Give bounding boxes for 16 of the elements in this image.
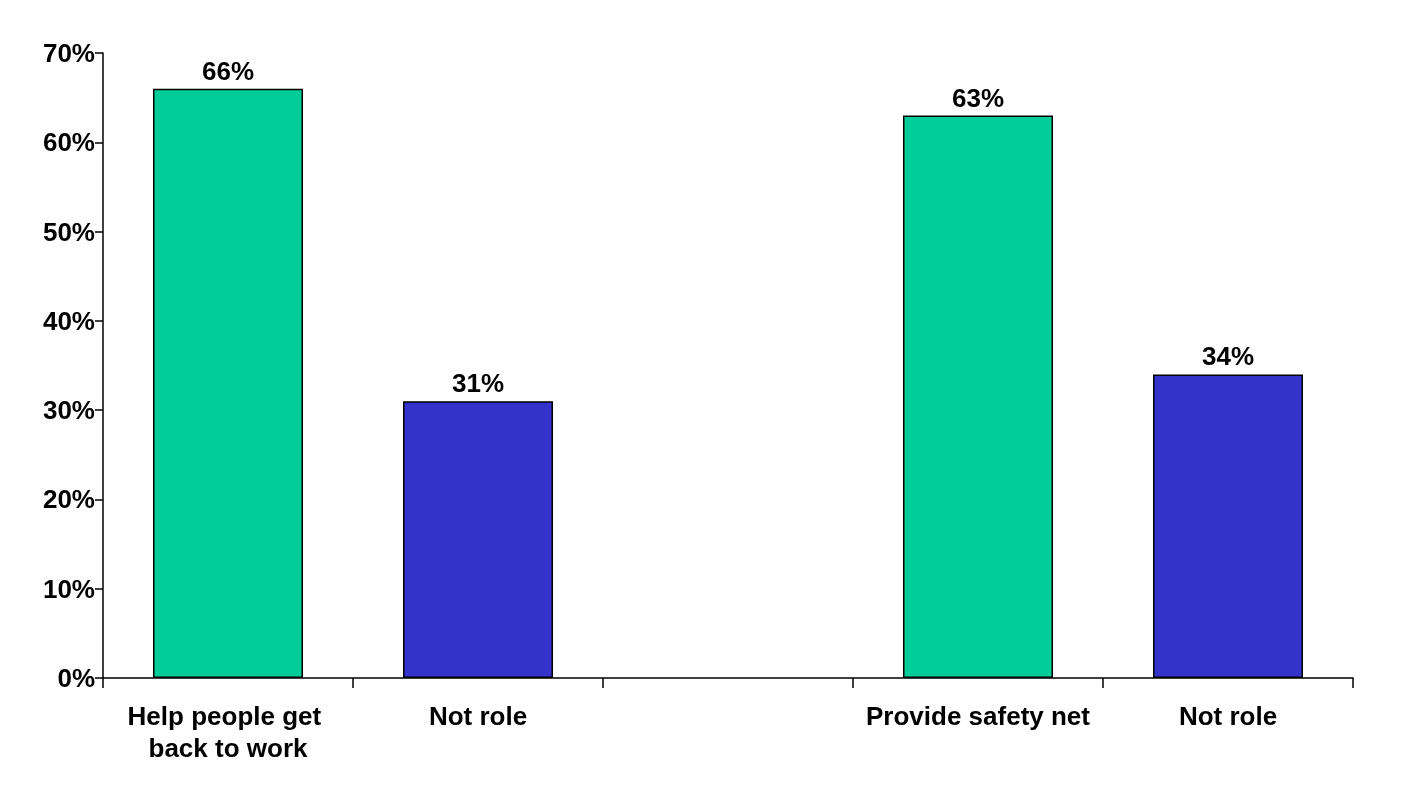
y-tick-label: 20% (42, 484, 95, 515)
y-tick-label: 50% (42, 216, 95, 247)
y-tick-label: 40% (42, 305, 95, 336)
data-label: 34% (1201, 341, 1255, 372)
data-label: 63% (951, 82, 1005, 113)
y-tick-label: 10% (42, 573, 95, 604)
data-label: 66% (201, 55, 255, 86)
x-tick-label: Help people get back to work (127, 701, 329, 763)
x-tick-label: Not role (1178, 701, 1278, 731)
y-tick-label: 0% (57, 663, 95, 693)
x-tick-label: Not role (428, 701, 528, 731)
data-label: 31% (451, 368, 505, 399)
y-tick-label: 70% (42, 38, 95, 68)
x-tick-label: Provide safety net (866, 701, 1091, 731)
y-tick-label: 30% (42, 395, 95, 426)
y-tick-label: 60% (42, 127, 95, 158)
